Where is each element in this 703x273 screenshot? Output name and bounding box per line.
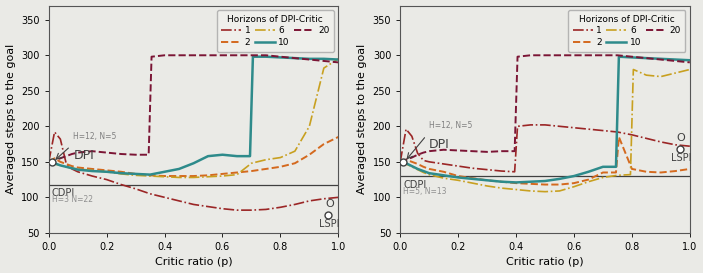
Text: O: O xyxy=(325,199,334,209)
Text: H=5, N=13: H=5, N=13 xyxy=(403,187,446,196)
Text: CDPI: CDPI xyxy=(51,188,75,198)
X-axis label: Critic ratio (p): Critic ratio (p) xyxy=(155,257,233,268)
Legend: 1, 2, 6, 10, 20: 1, 2, 6, 10, 20 xyxy=(217,10,334,52)
Text: H=12, N=5: H=12, N=5 xyxy=(73,132,117,141)
Legend: 1, 2, 6, 10, 20: 1, 2, 6, 10, 20 xyxy=(568,10,685,52)
Text: CDPI: CDPI xyxy=(403,180,427,189)
X-axis label: Critic ratio (p): Critic ratio (p) xyxy=(506,257,584,268)
Text: LSPI: LSPI xyxy=(319,219,340,229)
Text: O: O xyxy=(677,133,685,143)
Text: H=3 N=22: H=3 N=22 xyxy=(51,195,93,204)
Text: LSPI: LSPI xyxy=(671,153,691,163)
Y-axis label: Averaged steps to the goal: Averaged steps to the goal xyxy=(6,44,15,194)
Text: DPI: DPI xyxy=(73,149,94,162)
Y-axis label: Averaged steps to the goal: Averaged steps to the goal xyxy=(357,44,367,194)
Text: H=12, N=5: H=12, N=5 xyxy=(430,121,472,130)
Text: DPI: DPI xyxy=(430,138,450,152)
